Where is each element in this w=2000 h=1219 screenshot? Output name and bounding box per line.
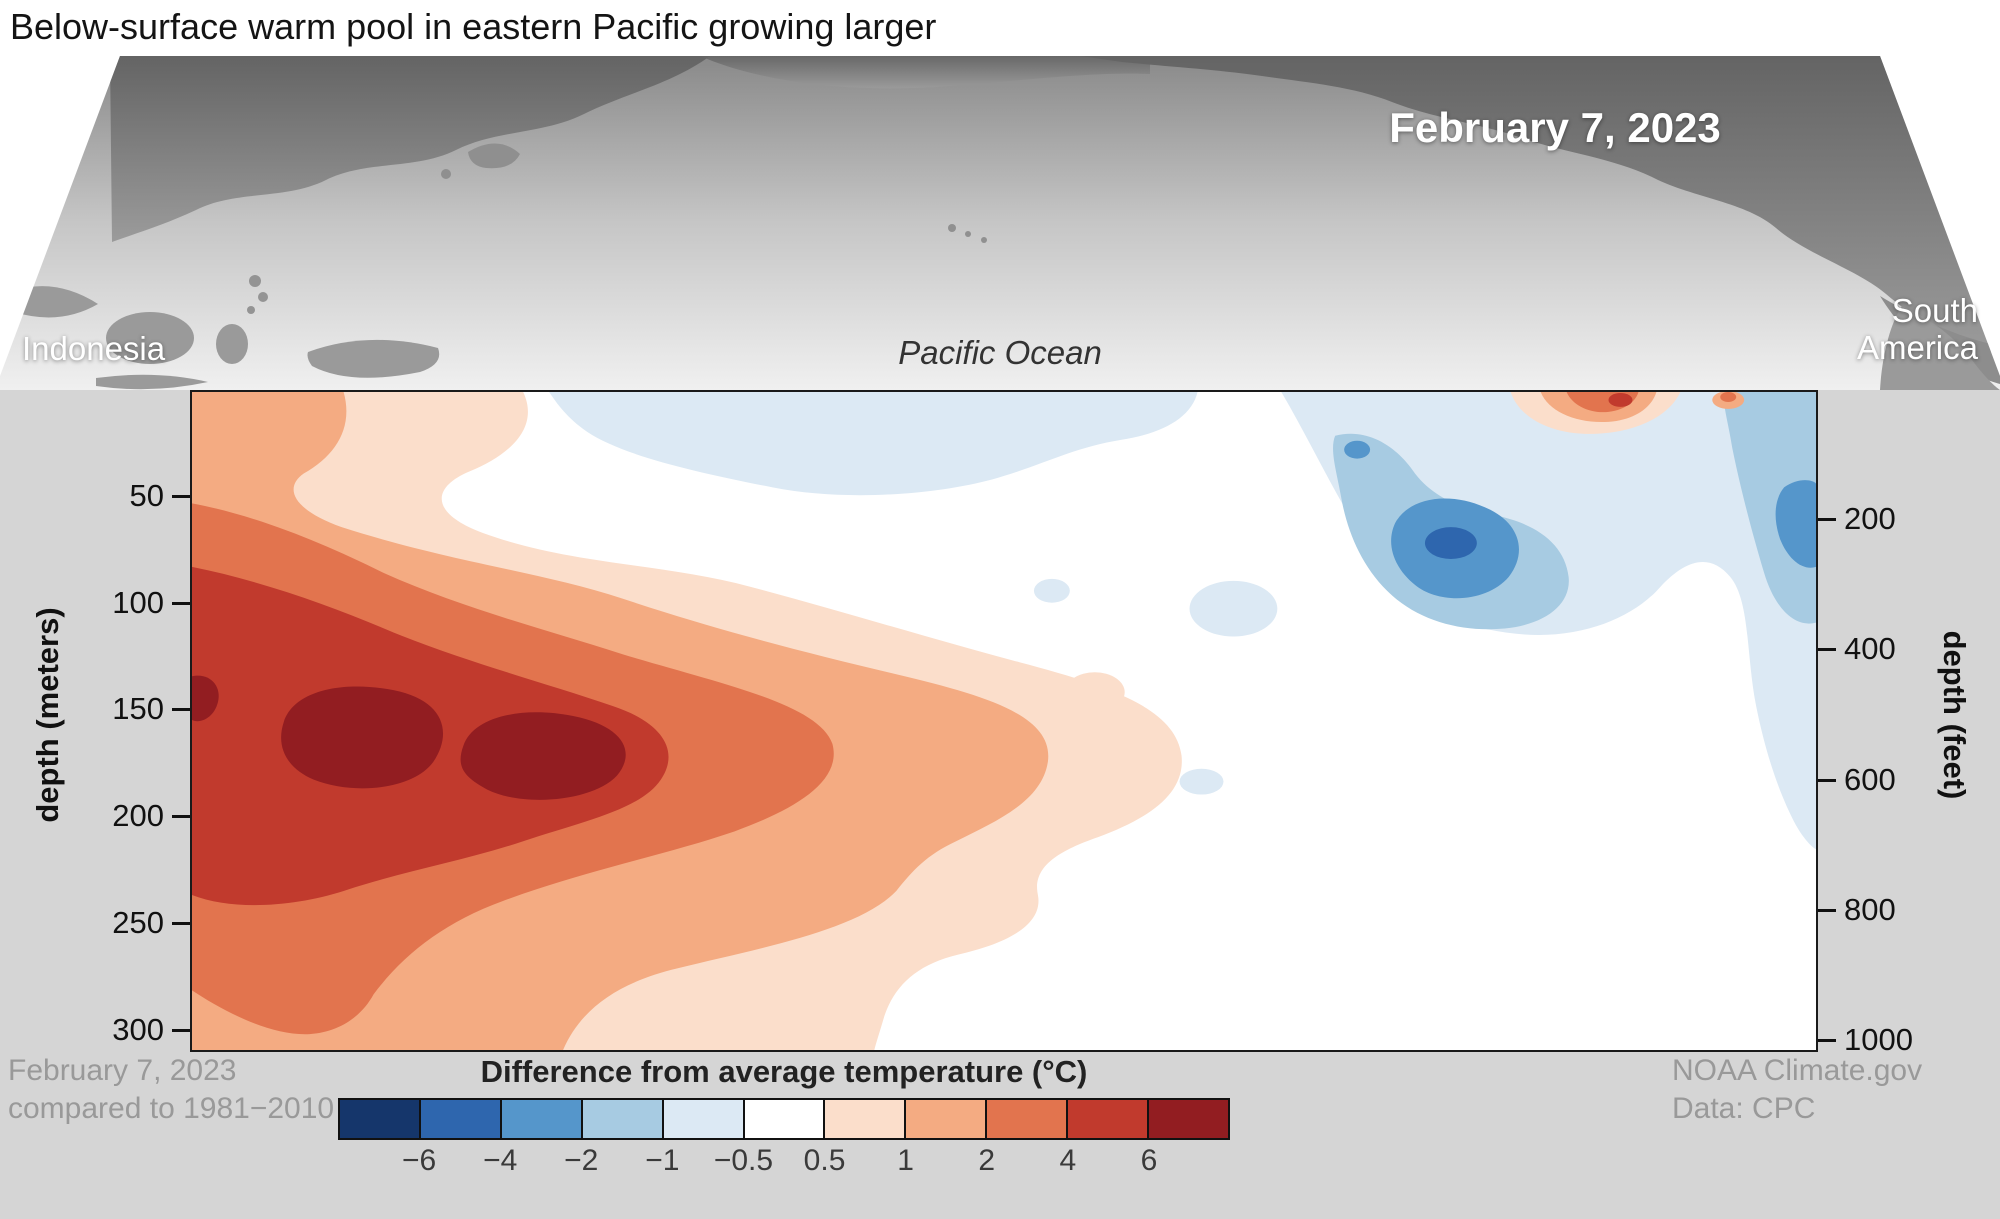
feet-tick-label: 1000 <box>1844 1022 1913 1057</box>
land-japan-island <box>441 169 451 179</box>
land-aleutians <box>700 56 1150 89</box>
meters-tick-label: 200 <box>112 798 164 833</box>
cool-anomaly-1-edge <box>1723 392 1816 624</box>
meters-tick-mark <box>172 922 190 925</box>
feet-tick-label: 400 <box>1844 631 1896 666</box>
land-japan <box>468 143 520 169</box>
land-asia <box>110 56 710 242</box>
meters-tick-label: 100 <box>112 585 164 620</box>
ocean-surface <box>0 56 2000 390</box>
islands-indonesia <box>7 286 440 390</box>
left-axis-title: depth (meters) <box>30 607 65 823</box>
map-label-indonesia: Indonesia <box>22 330 166 367</box>
feet-tick-mark <box>1818 779 1836 782</box>
meters-tick-label: 300 <box>112 1012 164 1047</box>
warm-spot-ne-red <box>1608 392 1633 407</box>
colorbar-cell <box>580 1100 662 1138</box>
meters-tick-mark <box>172 1029 190 1032</box>
colorbar-title: Difference from average temperature (°C) <box>480 1054 1088 1089</box>
feet-tick-label: 800 <box>1844 892 1896 927</box>
colorbar-tick-label: −0.5 <box>713 1144 774 1177</box>
meters-tick-mark <box>172 495 190 498</box>
meters-tick-label: 150 <box>112 691 164 726</box>
credits-date: February 7, 2023 compared to 1981−2010 <box>8 1052 334 1128</box>
colorbar-tick-label: 1 <box>897 1144 914 1177</box>
colorbar-cell <box>661 1100 743 1138</box>
cool-speckle <box>1189 580 1278 637</box>
map-date-label: February 7, 2023 <box>1389 104 1721 151</box>
colorbar-cell <box>823 1100 905 1138</box>
cool-core-4 <box>1424 527 1477 559</box>
hawaii-islands <box>948 224 987 243</box>
colorbar-tick-label: −6 <box>401 1144 437 1177</box>
colorbar-tick-label: −2 <box>564 1144 599 1177</box>
map-label-south: South <box>1891 292 1978 329</box>
colorbar-tick-label: 4 <box>1059 1144 1077 1177</box>
cool-anomaly-surface-band <box>549 392 1198 496</box>
colorbar-tick-label: −4 <box>483 1144 518 1177</box>
colorbar-tick-label: −1 <box>645 1144 680 1177</box>
meters-tick-mark <box>172 602 190 605</box>
cool-speckle <box>1033 578 1070 603</box>
feet-tick-mark <box>1818 909 1836 912</box>
feet-tick-mark <box>1818 518 1836 521</box>
meters-tick-mark <box>172 815 190 818</box>
colorbar-cell <box>904 1100 986 1138</box>
warm-core-6 <box>192 675 219 722</box>
credits-source-line2: Data: CPC <box>1672 1092 1816 1125</box>
land-south-america <box>1880 306 2000 390</box>
colorbar-cell <box>742 1100 824 1138</box>
pacific-basemap-image <box>0 56 2000 390</box>
warm-speckle <box>1064 672 1125 713</box>
feet-tick-mark <box>1818 648 1836 651</box>
map-label-pacific-ocean: Pacific Ocean <box>898 334 1102 371</box>
map-label-south-america: South America <box>1820 292 1986 366</box>
feet-tick-mark <box>1818 1039 1836 1042</box>
feet-tick-label: 200 <box>1844 501 1896 536</box>
land-north-america <box>1080 56 2000 354</box>
meters-tick-mark <box>172 708 190 711</box>
colorbar-tick-label: 0.5 <box>803 1144 846 1177</box>
map-label-america: America <box>1856 329 1978 366</box>
colorbar-cell <box>418 1100 500 1138</box>
right-axis-title: depth (feet) <box>1937 630 1972 800</box>
colorbar-cell <box>1147 1100 1228 1138</box>
colorbar-cell <box>985 1100 1067 1138</box>
colorbar-tick-label: 2 <box>978 1144 996 1177</box>
colorbar-tick-labels: −6 −4 −2 −1 −0.5 0.5 1 2 4 6 <box>338 1144 1230 1184</box>
colorbar-cell <box>499 1100 581 1138</box>
feet-tick-label: 600 <box>1844 762 1896 797</box>
meters-tick-label: 250 <box>112 905 164 940</box>
warm-core-6 <box>460 712 626 800</box>
colorbar-cell <box>1066 1100 1148 1138</box>
meters-tick-label: 50 <box>129 478 164 513</box>
colorbar <box>338 1098 1230 1140</box>
cool-core-2-dot <box>1344 440 1371 459</box>
colorbar-tick-label: 6 <box>1140 1144 1158 1177</box>
credits-date-line2: compared to 1981−2010 <box>8 1092 335 1125</box>
cool-core-2-edge <box>1775 480 1816 568</box>
credits-date-line1: February 7, 2023 <box>8 1054 237 1087</box>
figure-title: Below-surface warm pool in eastern Pacif… <box>10 6 937 47</box>
cross-section-plot <box>190 390 1818 1052</box>
land-philippines <box>247 275 268 314</box>
contour-plot-image <box>192 392 1816 1050</box>
upper-section: Below-surface warm pool in eastern Pacif… <box>0 0 2000 390</box>
credits-source-line1: NOAA Climate.gov <box>1672 1054 1923 1087</box>
colorbar-cell <box>340 1100 419 1138</box>
cool-speckle <box>1179 768 1224 795</box>
warm-core-6 <box>281 686 444 789</box>
warm-spot-ne2-core <box>1720 392 1737 402</box>
credits-source: NOAA Climate.gov Data: CPC <box>1672 1052 1922 1128</box>
